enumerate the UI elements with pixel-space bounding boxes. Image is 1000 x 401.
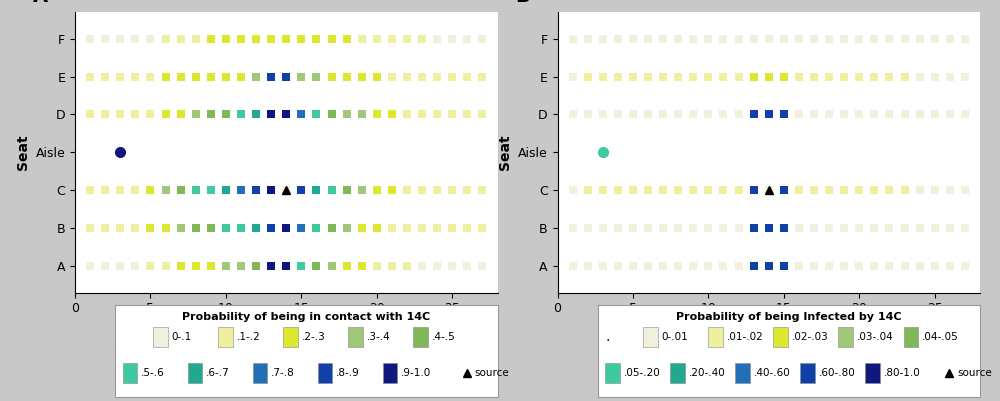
Bar	[348, 327, 363, 347]
Text: .40-.60: .40-.60	[754, 368, 790, 378]
Text: .8-.9: .8-.9	[336, 368, 360, 378]
Text: .04-.05: .04-.05	[922, 332, 959, 342]
Text: B: B	[515, 0, 530, 6]
Text: .4-.5: .4-.5	[432, 332, 455, 342]
Bar	[643, 327, 658, 347]
Text: source: source	[957, 368, 992, 378]
Text: .5-.6: .5-.6	[141, 368, 165, 378]
X-axis label: Row: Row	[752, 321, 785, 335]
Bar	[838, 327, 853, 347]
Bar	[318, 363, 332, 383]
Bar	[605, 363, 620, 383]
Text: A: A	[33, 0, 48, 6]
Bar	[153, 327, 168, 347]
Bar	[123, 363, 137, 383]
X-axis label: Row: Row	[270, 321, 303, 335]
Bar	[735, 363, 750, 383]
Text: .20-.40: .20-.40	[689, 368, 725, 378]
Text: .3-.4: .3-.4	[367, 332, 390, 342]
Bar	[708, 327, 723, 347]
Bar	[773, 327, 788, 347]
Bar	[413, 327, 428, 347]
Text: Probability of being in contact with 14C: Probability of being in contact with 14C	[182, 312, 430, 322]
Text: .05-.20: .05-.20	[624, 368, 660, 378]
Text: Probability of being Infected by 14C: Probability of being Infected by 14C	[676, 312, 902, 322]
Bar	[904, 327, 918, 347]
Text: .: .	[605, 330, 610, 344]
Text: source: source	[475, 368, 509, 378]
Y-axis label: Seat: Seat	[16, 135, 30, 170]
Text: .03-.04: .03-.04	[857, 332, 894, 342]
Bar	[800, 363, 815, 383]
Bar	[283, 327, 298, 347]
Bar	[865, 363, 880, 383]
Text: .9-1.0: .9-1.0	[401, 368, 431, 378]
Text: .1-.2: .1-.2	[237, 332, 260, 342]
Y-axis label: Seat: Seat	[498, 135, 512, 170]
Bar	[670, 363, 685, 383]
Bar	[383, 363, 397, 383]
Bar	[253, 363, 267, 383]
Text: .01-.02: .01-.02	[727, 332, 764, 342]
Text: .6-.7: .6-.7	[206, 368, 230, 378]
Text: 0-.01: 0-.01	[662, 332, 689, 342]
Text: .80-1.0: .80-1.0	[884, 368, 920, 378]
Text: 0-.1: 0-.1	[172, 332, 192, 342]
Text: .60-.80: .60-.80	[819, 368, 855, 378]
Bar	[188, 363, 202, 383]
Text: .7-.8: .7-.8	[271, 368, 295, 378]
Text: .02-.03: .02-.03	[792, 332, 829, 342]
Bar	[218, 327, 233, 347]
Text: .2-.3: .2-.3	[302, 332, 325, 342]
